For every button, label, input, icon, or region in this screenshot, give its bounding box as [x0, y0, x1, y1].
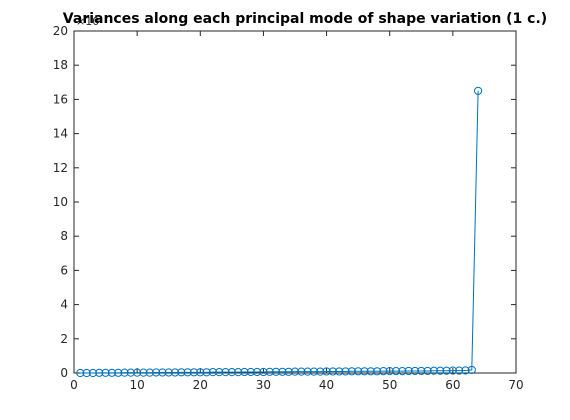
data-point [133, 368, 142, 377]
data-point [158, 368, 167, 377]
data-point [354, 367, 363, 376]
data-point [151, 368, 161, 377]
data-point [297, 367, 306, 376]
data-point [474, 86, 483, 95]
data-point [215, 368, 224, 377]
data-point [271, 367, 281, 376]
data-point [322, 367, 331, 376]
data-point [379, 367, 388, 376]
y-tick-label: 4 [60, 298, 68, 312]
markers-group [76, 86, 483, 378]
data-point [139, 368, 148, 377]
data-point [278, 367, 287, 376]
data-point [309, 367, 319, 376]
data-point [208, 368, 218, 377]
x-tick-label: 0 [70, 378, 78, 392]
data-point [107, 368, 116, 377]
y-tick-label: 6 [60, 263, 68, 277]
data-point [404, 366, 413, 376]
ticks [73, 30, 517, 374]
y-tick-label: 10 [53, 195, 68, 209]
data-point [145, 368, 154, 377]
data-point [164, 368, 173, 377]
data-point [398, 367, 407, 376]
data-point [265, 367, 274, 376]
data-point [170, 368, 180, 377]
data-point [372, 367, 382, 376]
y-exponent-label: ×10 [76, 15, 99, 28]
y-tick-label: 12 [53, 161, 68, 175]
data-point [246, 367, 255, 377]
data-point [253, 367, 262, 377]
data-point [240, 367, 249, 377]
y-tick-label: 20 [53, 24, 68, 38]
data-point [221, 368, 230, 377]
y-tick-label: 2 [60, 332, 68, 346]
x-tick-label: 10 [130, 378, 145, 392]
x-tick-label: 40 [319, 378, 334, 392]
data-point [448, 366, 457, 375]
data-point [455, 366, 464, 375]
data-point [316, 367, 325, 376]
data-point [120, 368, 129, 377]
data-point [196, 368, 205, 377]
data-point [341, 367, 350, 376]
data-point [303, 367, 312, 376]
data-point [82, 368, 91, 378]
data-point [423, 366, 432, 376]
y-tick-label: 0 [60, 366, 68, 380]
x-tick-label: 70 [508, 378, 523, 392]
y-tick-label: 14 [53, 127, 68, 141]
x-tick-label: 30 [256, 378, 271, 392]
series-line [80, 90, 479, 374]
data-point [76, 368, 85, 378]
data-point [360, 367, 369, 376]
y-tick-label: 16 [53, 92, 68, 106]
data-point [227, 368, 236, 377]
data-point [328, 367, 337, 376]
data-point [189, 368, 199, 377]
data-point [436, 366, 445, 375]
data-point [391, 367, 401, 376]
data-point [183, 368, 192, 377]
data-point [442, 366, 451, 375]
y-tick-label: 8 [60, 229, 68, 243]
data-point [234, 368, 243, 377]
x-tick-label: 60 [445, 378, 460, 392]
data-point [284, 367, 293, 376]
data-point [290, 367, 300, 376]
data-point [347, 367, 356, 376]
data-point [126, 368, 135, 377]
data-point [461, 366, 470, 375]
data-point [88, 368, 98, 378]
data-point [385, 367, 394, 376]
data-point [467, 365, 476, 375]
series-group [80, 90, 479, 374]
x-tick-label: 50 [382, 378, 397, 392]
data-point [114, 368, 123, 377]
axes-box [73, 30, 517, 374]
data-point [417, 366, 426, 376]
data-point [259, 367, 268, 377]
chart-title: Variances along each principal mode of s… [63, 11, 547, 27]
data-point [410, 366, 420, 376]
data-point [177, 368, 186, 377]
data-point [202, 368, 211, 377]
axes-frame [73, 30, 517, 374]
x-tick-label: 20 [193, 378, 208, 392]
data-point [335, 367, 344, 376]
data-point [429, 366, 439, 375]
data-point [95, 368, 104, 377]
tick-labels: 0 10 20 30 40 50 60 70 0 2 4 6 8 10 12 14 16 18 20 [53, 24, 524, 392]
y-tick-label: 18 [53, 58, 68, 72]
data-point [366, 367, 375, 376]
data-point [101, 368, 110, 377]
